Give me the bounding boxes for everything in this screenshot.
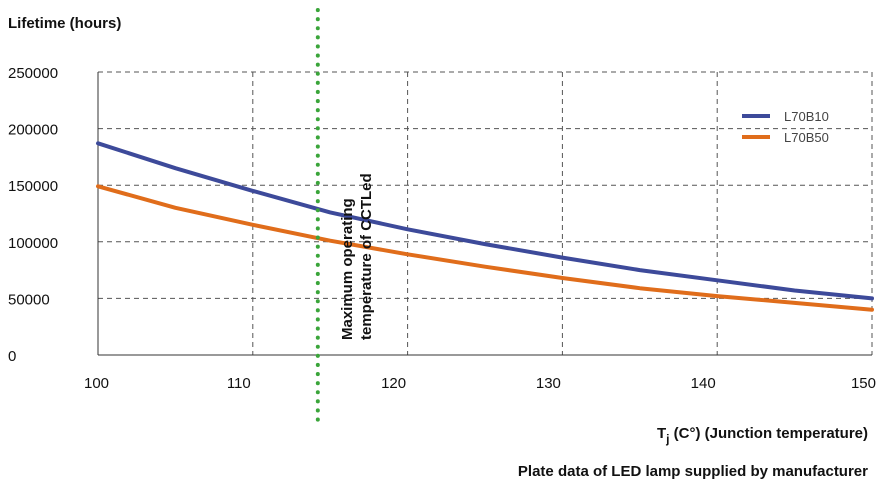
series-line-l70b10 — [96, 141, 874, 301]
x-tick-label: 150 — [851, 375, 876, 392]
legend: L70B10 L70B50 — [742, 109, 829, 145]
x-axis-label-main: T — [657, 425, 666, 442]
x-axis-label: Tj (C°) (Junction temperature) — [657, 425, 868, 446]
marker-label-line1: Maximum operating — [339, 198, 356, 340]
legend-label-l70b50: L70B50 — [784, 130, 829, 145]
x-axis-label-rest: (C°) (Junction temperature) — [669, 425, 868, 442]
y-axis-label: Lifetime (hours) — [8, 15, 121, 32]
chart-caption: Plate data of LED lamp supplied by manuf… — [518, 463, 868, 480]
y-tick-label: 100000 — [8, 235, 58, 252]
grid — [98, 71, 873, 355]
x-tick-label: 140 — [691, 375, 716, 392]
y-tick-label: 200000 — [8, 122, 58, 139]
y-tick-label: 50000 — [8, 291, 50, 308]
x-tick-label: 110 — [227, 375, 251, 392]
x-tick-label: 130 — [536, 375, 561, 392]
y-tick-label: 0 — [8, 348, 16, 365]
x-tick-labels: 100 110 120 130 140 150 — [84, 375, 876, 392]
marker-label: Maximum operating temperature of CCTLed — [339, 173, 375, 340]
x-tick-label: 120 — [381, 375, 406, 392]
series-line-l70b50 — [96, 184, 874, 312]
axes — [97, 72, 872, 356]
x-axis-label-sub: j — [665, 432, 669, 446]
marker-label-line2: temperature of CCTLed — [358, 173, 375, 340]
series-lines — [96, 141, 874, 312]
x-tick-label: 100 — [84, 375, 109, 392]
max-temperature-marker: Maximum operating temperature of CCTLed — [315, 8, 375, 430]
legend-label-l70b10: L70B10 — [784, 109, 829, 124]
y-tick-label: 250000 — [8, 65, 58, 82]
y-tick-labels: 0 50000 100000 150000 200000 250000 — [8, 65, 58, 365]
y-tick-label: 150000 — [8, 178, 58, 195]
